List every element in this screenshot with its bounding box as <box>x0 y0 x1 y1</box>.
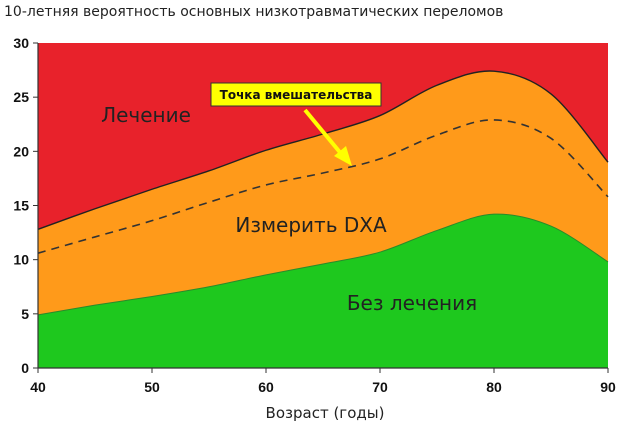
no-treatment-boundary-line <box>37 213 609 316</box>
y-tick-label: 15 <box>13 198 29 214</box>
y-tick-label: 10 <box>13 252 29 268</box>
zone-label-no-treatment: Без лечения <box>347 291 477 315</box>
intervention-callout: Точка вмешательства <box>210 82 382 166</box>
y-tick-label: 25 <box>13 89 29 105</box>
x-tick-label: 70 <box>372 379 388 395</box>
x-tick-label: 90 <box>600 379 616 395</box>
y-tick-label: 30 <box>13 35 29 51</box>
x-tick-label: 50 <box>144 379 160 395</box>
x-tick-label: 60 <box>258 379 274 395</box>
intervention-threshold-line <box>37 119 609 254</box>
callout-arrow <box>303 108 345 158</box>
y-tick-label: 5 <box>21 306 29 322</box>
x-axis-label: Возраст (годы) <box>266 404 385 422</box>
zone-label-measure-dxa: Измерить DXA <box>235 213 387 237</box>
x-tick-label: 40 <box>30 379 46 395</box>
zone-label-treatment: Лечение <box>101 103 191 127</box>
callout-arrowhead <box>334 146 352 166</box>
area-no-treatment <box>38 214 608 368</box>
y-tick-label: 0 <box>21 360 29 376</box>
treatment-boundary-line <box>37 70 609 230</box>
chart-title: 10-летняя вероятность основных низкотрав… <box>4 4 504 20</box>
x-tick-label: 80 <box>486 379 502 395</box>
callout-box <box>210 82 382 107</box>
y-tick-label: 20 <box>13 143 29 159</box>
callout-label: Точка вмешательства <box>220 88 373 102</box>
